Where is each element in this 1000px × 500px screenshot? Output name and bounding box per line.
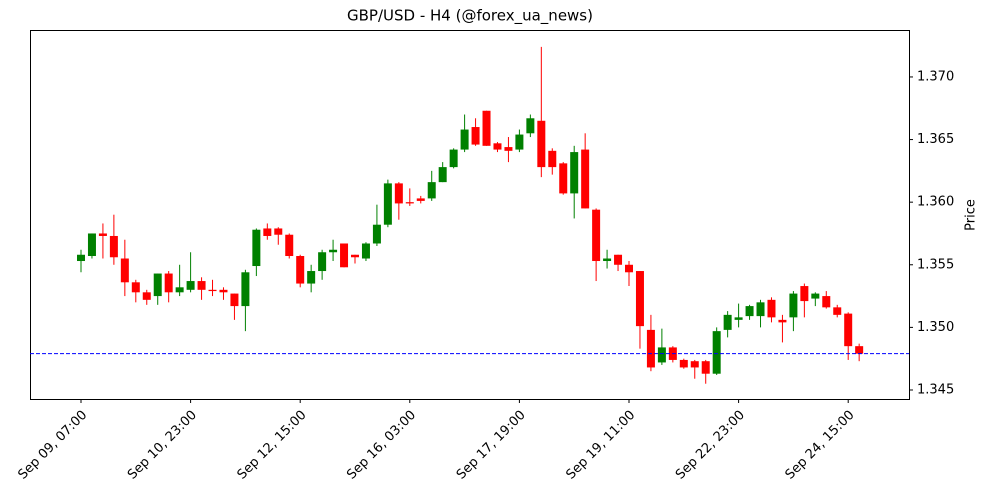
candle-body — [614, 254, 623, 265]
candle-body — [131, 282, 140, 293]
candle-body — [690, 361, 699, 368]
candle-body — [153, 273, 162, 297]
candle-body — [438, 167, 447, 183]
candle-body — [526, 118, 535, 134]
candle-body — [756, 302, 765, 317]
candle-body — [197, 281, 206, 290]
candle-body — [77, 254, 85, 262]
candle-body — [833, 307, 842, 315]
candle-body — [657, 347, 666, 363]
candle-body — [361, 243, 370, 259]
candle-body — [208, 289, 217, 292]
candle-body — [296, 256, 305, 284]
candle-body — [405, 202, 414, 204]
candle-body — [712, 331, 721, 374]
candle-body — [87, 233, 96, 257]
candle-body — [285, 234, 294, 257]
candle-body — [482, 110, 491, 146]
y-axis-label: Price — [964, 199, 979, 231]
candle-body — [635, 271, 644, 327]
candle-body — [351, 254, 359, 258]
candle-body — [263, 228, 272, 236]
candle-body — [723, 314, 732, 330]
candle-body — [109, 235, 118, 258]
candle-body — [537, 120, 546, 168]
candle-body — [789, 293, 798, 318]
candle-body — [120, 258, 129, 283]
candle-body — [175, 287, 184, 293]
y-tick-label: 1.365 — [917, 132, 954, 147]
candle-body — [449, 149, 458, 168]
candle-body — [811, 293, 820, 299]
candle-body — [581, 149, 590, 209]
candle-body — [548, 150, 557, 168]
candle-body — [460, 129, 469, 150]
chart-title: GBP/USD - H4 (@forex_ua_news) — [347, 7, 593, 26]
plot-frame — [30, 30, 910, 400]
candle-body — [383, 183, 392, 225]
candle-body — [822, 296, 831, 308]
candle-body — [504, 147, 513, 151]
candle-body — [164, 273, 173, 293]
candle-body — [570, 152, 579, 194]
candle-body — [252, 229, 261, 267]
candle-body — [372, 224, 381, 244]
candle-body — [471, 127, 480, 145]
candle-body — [318, 252, 327, 272]
candle-body — [416, 198, 425, 201]
candle-body — [559, 163, 568, 194]
candle-body — [427, 182, 436, 199]
candle-body — [98, 233, 107, 236]
candle-body — [800, 286, 809, 302]
candle-body — [340, 243, 349, 268]
candle-body — [241, 272, 250, 307]
candle-body — [844, 313, 853, 347]
candle-body — [778, 319, 787, 323]
candle-body — [767, 299, 776, 318]
y-tick-label: 1.350 — [917, 320, 954, 335]
candle-body — [307, 271, 316, 284]
y-tick-label: 1.370 — [917, 69, 954, 84]
candle-body — [394, 183, 403, 204]
candle-body — [142, 292, 151, 300]
y-tick-label: 1.345 — [917, 382, 954, 397]
candle-body — [493, 143, 502, 150]
candle-body — [230, 293, 239, 307]
candle-body — [274, 228, 283, 235]
candle-body — [329, 249, 338, 253]
candle-body — [186, 281, 195, 290]
y-tick-label: 1.355 — [917, 257, 954, 272]
candle-body — [734, 317, 743, 320]
candle-body — [855, 346, 864, 354]
candle-body — [592, 209, 601, 262]
candle-body — [219, 289, 228, 293]
y-tick-label: 1.360 — [917, 195, 954, 210]
candle-body — [745, 306, 754, 317]
candle-body — [625, 264, 633, 273]
candle-body — [679, 359, 688, 368]
candle-body — [701, 361, 710, 374]
candle-body — [646, 329, 655, 368]
candle-body — [603, 258, 612, 262]
candle-body — [515, 134, 524, 150]
